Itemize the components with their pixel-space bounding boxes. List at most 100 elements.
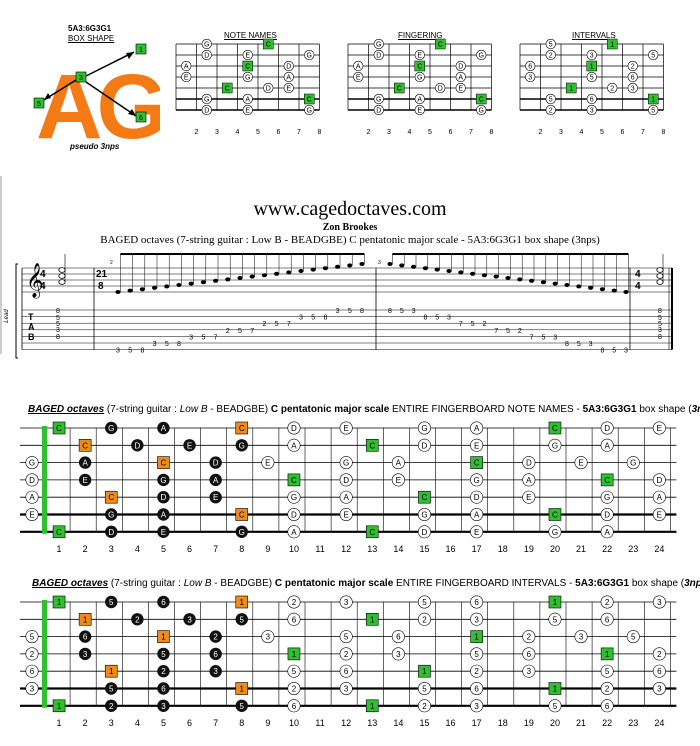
mini-note bbox=[373, 104, 384, 116]
tab-number: 5 bbox=[311, 315, 315, 322]
note-label: 6 bbox=[657, 667, 662, 676]
mini-note-label: D bbox=[204, 53, 209, 60]
root-note bbox=[287, 647, 301, 661]
note bbox=[25, 664, 39, 678]
tab-number: 8 bbox=[360, 308, 364, 315]
root-note-box bbox=[104, 490, 118, 504]
fret-number: 10 bbox=[289, 544, 299, 554]
note bbox=[470, 525, 484, 539]
note bbox=[652, 647, 666, 661]
note-label: G bbox=[160, 476, 166, 485]
mini-fret-number: 5 bbox=[256, 129, 260, 136]
mini-note-root bbox=[586, 60, 597, 72]
box-note bbox=[78, 647, 92, 661]
note bbox=[339, 490, 353, 504]
shape-code: 5A3:6G3G1 bbox=[68, 24, 112, 33]
mini-note bbox=[414, 49, 425, 61]
mini-note bbox=[414, 93, 425, 105]
fret-number: 2 bbox=[83, 718, 88, 728]
mini-note-label: G bbox=[479, 53, 484, 60]
mini-note-root bbox=[607, 38, 618, 50]
note-label: E bbox=[265, 459, 270, 468]
note-label: D bbox=[526, 459, 532, 468]
root-note-box bbox=[104, 664, 118, 678]
fret-number: 13 bbox=[367, 718, 377, 728]
box-note bbox=[105, 699, 118, 712]
mini-note bbox=[373, 93, 384, 105]
note-label: 6 bbox=[605, 702, 610, 711]
box-note bbox=[105, 595, 118, 609]
box-note bbox=[157, 491, 170, 504]
logo-block: 5A3:6G3G1 BOX SHAPE AG 1 3 5 6 pseudo 3n… bbox=[30, 14, 160, 174]
note-label: 6 bbox=[292, 615, 297, 624]
note-label: C bbox=[422, 493, 428, 502]
note-label: D bbox=[422, 528, 428, 537]
box-note bbox=[209, 647, 222, 661]
note-label: 6 bbox=[474, 685, 479, 694]
mini-note-label: E bbox=[245, 108, 250, 115]
mini-note-label: 1 bbox=[651, 97, 655, 104]
mini-fret-number: 5 bbox=[428, 129, 432, 136]
note-label: 2 bbox=[161, 667, 166, 676]
staff-note bbox=[446, 269, 452, 273]
note bbox=[470, 595, 484, 609]
note bbox=[339, 508, 353, 522]
note-label: D bbox=[291, 424, 297, 433]
note bbox=[548, 612, 562, 626]
mini-diagram-note-names: 2 3 4 5 6 7 8G CD E GA C DE G AC D EG A CD E G bbox=[175, 38, 322, 136]
note bbox=[261, 630, 275, 644]
fret-number: 2 bbox=[83, 544, 88, 554]
note-label: 2 bbox=[135, 615, 140, 624]
fret-number: 11 bbox=[315, 544, 324, 554]
fret-number: 3 bbox=[109, 544, 114, 554]
fret-number: 20 bbox=[550, 544, 560, 554]
note-label: E bbox=[526, 493, 531, 502]
mini-note-label: D bbox=[266, 86, 271, 93]
mini-note-label: C bbox=[438, 42, 443, 49]
fret-number: 15 bbox=[419, 718, 429, 728]
box-note bbox=[209, 491, 222, 504]
root-note bbox=[52, 525, 66, 539]
box-note bbox=[157, 473, 170, 487]
time-sig-mid-bottom: 8 bbox=[98, 281, 104, 292]
note bbox=[417, 682, 431, 696]
note-label: 1 bbox=[57, 702, 62, 711]
note bbox=[470, 612, 484, 626]
box-note bbox=[235, 525, 248, 538]
note bbox=[470, 664, 484, 678]
note bbox=[600, 490, 614, 504]
box-note bbox=[157, 525, 170, 538]
note-label: 3 bbox=[266, 633, 271, 642]
note-label: A bbox=[474, 511, 480, 520]
tab-number: 3 bbox=[658, 327, 662, 334]
box-note bbox=[78, 473, 92, 487]
mini-fret-number: 7 bbox=[469, 129, 473, 136]
site-url: www.cagedoctaves.com bbox=[253, 198, 447, 220]
mini-note-label: C bbox=[245, 64, 250, 71]
staff-note bbox=[576, 284, 582, 289]
note-label: D bbox=[656, 476, 662, 485]
note bbox=[339, 664, 353, 678]
tab-number: 8 bbox=[600, 348, 604, 355]
note bbox=[287, 699, 301, 713]
note-label: C bbox=[82, 441, 88, 450]
note-label: A bbox=[161, 511, 167, 520]
note-label: E bbox=[213, 493, 218, 502]
staff-note bbox=[588, 285, 594, 290]
note bbox=[600, 664, 614, 678]
note-label: 3 bbox=[344, 685, 349, 694]
note bbox=[339, 595, 353, 609]
tab-label: B bbox=[28, 332, 35, 342]
box-note bbox=[183, 613, 196, 626]
box-note bbox=[157, 699, 170, 712]
note bbox=[339, 456, 353, 470]
root-note bbox=[548, 595, 562, 609]
mini-fret-number: 3 bbox=[559, 129, 563, 136]
fret-number: 17 bbox=[472, 544, 482, 554]
note-label: 2 bbox=[109, 702, 114, 711]
staff-note bbox=[237, 276, 243, 280]
fret-number: 12 bbox=[341, 718, 351, 728]
fret-number: 21 bbox=[576, 544, 586, 554]
mini-note-label: 1 bbox=[590, 64, 594, 71]
root-note bbox=[365, 438, 379, 452]
